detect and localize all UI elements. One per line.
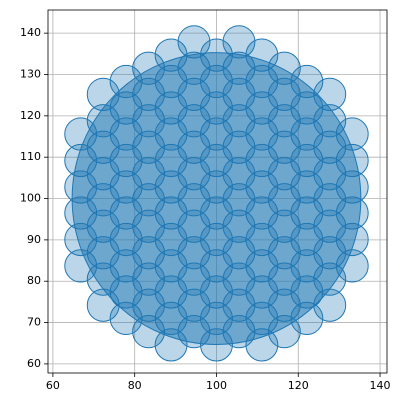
y-tick-label: 130 xyxy=(20,67,41,80)
y-tick-label: 100 xyxy=(20,192,41,205)
ticks: 60 80 100 120 140 60 70 80 90 100 110 120 130 140 xyxy=(20,26,391,392)
y-tick-label: 140 xyxy=(20,26,41,39)
y-tick-label: 60 xyxy=(27,357,41,370)
large-circle xyxy=(71,52,362,345)
y-tick-label: 110 xyxy=(20,150,41,163)
x-tick-label: 100 xyxy=(206,379,227,392)
x-tick-label: 80 xyxy=(128,379,142,392)
y-tick-label: 120 xyxy=(20,109,41,122)
x-tick-label: 140 xyxy=(370,379,391,392)
y-tick-label: 70 xyxy=(27,316,41,329)
axes-frame xyxy=(47,9,388,374)
x-tick-label: 120 xyxy=(288,379,309,392)
y-tick-label: 80 xyxy=(27,274,41,287)
plot-area xyxy=(64,25,369,362)
y-tick-label: 90 xyxy=(27,233,41,246)
x-tick-label: 60 xyxy=(46,379,60,392)
